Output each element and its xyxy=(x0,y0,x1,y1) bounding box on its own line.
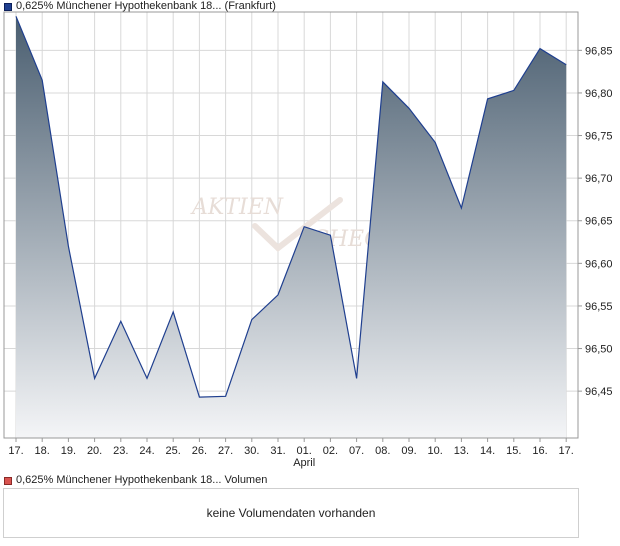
x-tick-label: 02. xyxy=(323,445,338,457)
price-legend-swatch xyxy=(4,2,12,11)
y-tick-label: 96,60 xyxy=(585,258,613,270)
y-tick-label: 96,50 xyxy=(585,344,613,356)
watermark-check-icon xyxy=(252,197,343,252)
x-tick-label: 15. xyxy=(506,445,521,457)
x-tick-label: 24. xyxy=(139,445,154,457)
x-tick-label: 01. xyxy=(297,445,312,457)
y-tick-label: 96,45 xyxy=(585,386,613,398)
x-tick-label: 08. xyxy=(375,445,390,457)
x-tick-label: 30. xyxy=(244,445,259,457)
no-volume-message: keine Volumendaten vorhanden xyxy=(206,506,376,520)
x-tick-label: 31. xyxy=(270,445,285,457)
plot-frame xyxy=(3,11,579,439)
x-axis-ticks: 17. 18. 19. 20. 23. 24. 25. 26. 27. 30. 31. 01. 02. 0… xyxy=(8,438,574,469)
price-legend-label: 0,625% Münchener Hypothekenbank 18... (F… xyxy=(16,0,276,12)
volume-legend: 0,625% Münchener Hypothekenbank 18... Vo… xyxy=(4,474,267,487)
x-tick-label: 25. xyxy=(166,445,181,457)
price-line xyxy=(15,16,567,398)
x-tick-label: 07. xyxy=(349,445,364,457)
y-tick-label: 96,55 xyxy=(585,301,613,313)
y-tick-label: 96,65 xyxy=(585,216,613,228)
watermark-text-aktien: AKTIEN xyxy=(190,195,284,220)
x-month-label: April xyxy=(293,457,315,469)
y-tick-label: 96,75 xyxy=(585,131,613,143)
y-tick-label: 96,85 xyxy=(585,45,613,57)
axes xyxy=(3,11,579,439)
x-tick-label: 18. xyxy=(35,445,50,457)
x-tick-label: 26. xyxy=(192,445,207,457)
price-legend: 0,625% Münchener Hypothekenbank 18... (F… xyxy=(4,0,276,13)
y-tick-label: 96,70 xyxy=(585,173,613,185)
x-tick-label: 27. xyxy=(218,445,233,457)
x-tick-label: 10. xyxy=(428,445,443,457)
x-tick-label: 17. xyxy=(559,445,574,457)
x-tick-label: 23. xyxy=(113,445,128,457)
x-tick-label: 13. xyxy=(454,445,469,457)
y-axis-ticks: 96,45 96,50 96,55 96,60 96,65 96,70 96,75 96,80… xyxy=(578,45,613,398)
x-tick-label: 14. xyxy=(480,445,495,457)
y-tick-label: 96,80 xyxy=(585,88,613,100)
x-tick-label: 16. xyxy=(532,445,547,457)
watermark: AKTIEN CHECK xyxy=(190,195,399,252)
price-chart: AKTIEN CHECK 96,4596,5096,5596,6096,6596… xyxy=(3,11,613,469)
volume-panel: keine Volumendaten vorhanden xyxy=(3,488,579,538)
price-area xyxy=(16,16,567,439)
x-tick-label: 09. xyxy=(401,445,416,457)
x-tick-label: 17. xyxy=(8,445,23,457)
volume-legend-swatch xyxy=(4,476,12,485)
volume-legend-label: 0,625% Münchener Hypothekenbank 18... Vo… xyxy=(16,474,268,486)
x-tick-label: 19. xyxy=(61,445,76,457)
x-tick-label: 20. xyxy=(87,445,102,457)
